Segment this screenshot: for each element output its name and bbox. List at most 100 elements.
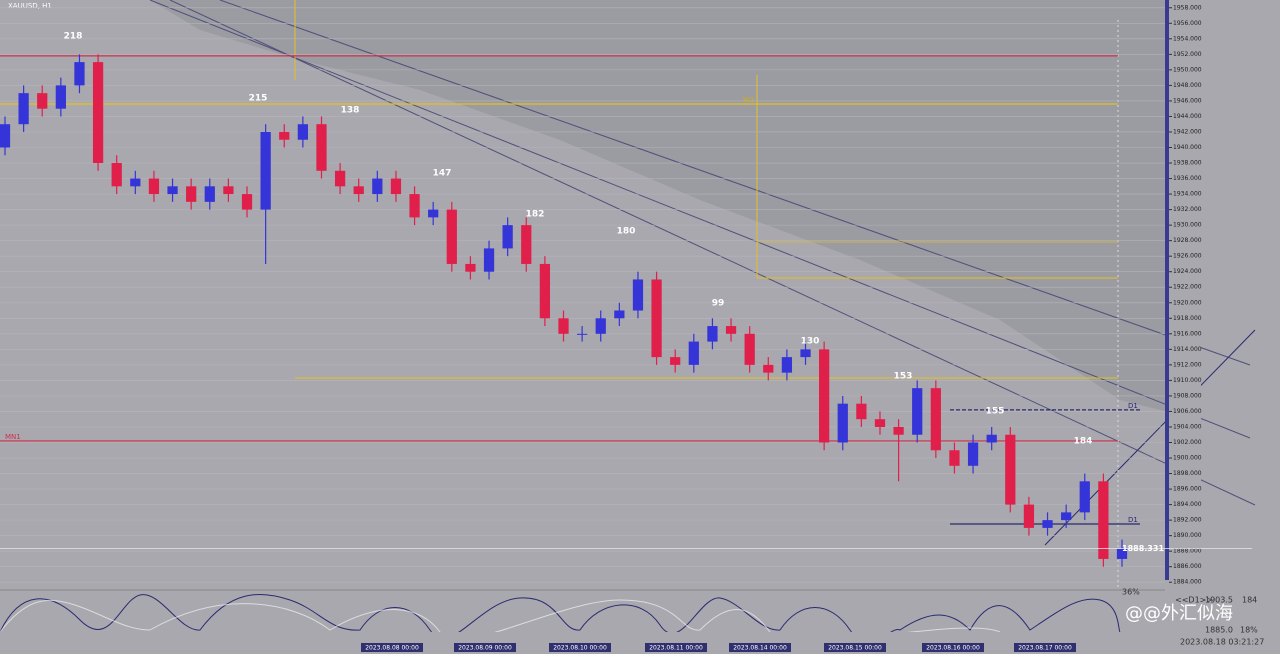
candle-body: [260, 131, 271, 210]
time-label: 2023.08.09 00:00: [458, 645, 512, 652]
y-tick-label: 1886.000: [1173, 563, 1202, 570]
candle-body: [912, 388, 923, 435]
info-period: <<D1>>: [1175, 596, 1213, 605]
candle-body: [428, 209, 439, 218]
candle-body: [1005, 434, 1016, 505]
candle-body: [521, 225, 532, 264]
y-tick-label: 1912.000: [1173, 361, 1202, 368]
y-tick-label: 1920.000: [1173, 299, 1202, 306]
candle-body: [409, 194, 420, 218]
symbol-title: XAUUSD, H1: [8, 2, 52, 10]
candle-body: [819, 349, 830, 443]
candle-body: [614, 310, 625, 319]
watermark: @@外汇似海: [1125, 603, 1233, 624]
candle-body: [576, 333, 588, 335]
candle-body: [186, 186, 197, 202]
candle-body: [688, 341, 699, 365]
annotation: 184: [1074, 437, 1093, 447]
y-tick-label: 1908.000: [1173, 392, 1202, 399]
candle-body: [18, 93, 29, 125]
candle-body: [1098, 481, 1109, 559]
y-tick-label: 1914.000: [1173, 346, 1202, 353]
y-tick-label: 1944.000: [1173, 113, 1202, 120]
time-label-box: [729, 643, 791, 652]
y-tick-label: 1952.000: [1173, 51, 1202, 58]
y-tick-label: 1904.000: [1173, 423, 1202, 430]
oscillator-line: [0, 594, 1121, 643]
candle-body: [558, 318, 569, 334]
time-label: 2023.08.15 00:00: [828, 645, 882, 652]
candle-body: [204, 186, 215, 202]
info-panel: <<D1>> 1903.5 184 1885.0 18% 36% 2023.08…: [1122, 588, 1264, 647]
time-label-box: [645, 643, 707, 652]
price-axis: [1169, 0, 1201, 590]
y-tick-label: 1888.000: [1173, 548, 1202, 555]
y-tick-label: 1894.000: [1173, 501, 1202, 508]
current-price: 1888.331: [1122, 544, 1164, 553]
candle-body: [483, 248, 495, 272]
y-tick-label: 1958.000: [1173, 4, 1202, 11]
y-tick-label: 1924.000: [1173, 268, 1202, 275]
time-label: 2023.08.14 00:00: [733, 645, 787, 652]
candle-body: [651, 279, 662, 358]
y-tick-label: 1942.000: [1173, 128, 1202, 135]
info-low: 1885.0: [1205, 626, 1233, 635]
level-label: D1: [1128, 402, 1138, 410]
time-label-box: [549, 643, 611, 652]
candle-body: [837, 403, 848, 443]
y-tick-label: 1948.000: [1173, 82, 1202, 89]
y-tick-label: 1926.000: [1173, 253, 1202, 260]
candle-body: [0, 124, 11, 148]
candle-body: [372, 178, 383, 195]
y-tick-label: 1890.000: [1173, 532, 1202, 539]
y-tick-label: 1938.000: [1173, 160, 1202, 167]
candle-body: [949, 450, 960, 466]
time-label-box: [824, 643, 886, 652]
candle-body: [967, 442, 979, 466]
candle-body: [856, 403, 867, 420]
info-pct: 18%: [1240, 626, 1258, 635]
y-tick-label: 1946.000: [1173, 97, 1202, 104]
y-tick-label: 1954.000: [1173, 35, 1202, 42]
info-count: 184: [1242, 596, 1257, 605]
candle-body: [353, 186, 364, 195]
annotation: 153: [894, 372, 913, 382]
annotation: 215: [249, 94, 268, 104]
candle-body: [1042, 520, 1053, 528]
candle-body: [74, 62, 85, 86]
candle-body: [111, 163, 122, 187]
time-label-box: [454, 643, 516, 652]
annotation: 180: [617, 227, 636, 237]
candle-body: [763, 364, 774, 373]
y-tick-label: 1950.000: [1173, 66, 1202, 73]
time-label-box: [1014, 643, 1076, 652]
y-tick-label: 1918.000: [1173, 315, 1202, 322]
candle-body: [92, 62, 104, 164]
trend-line: [219, 0, 1251, 366]
candle-body: [37, 93, 48, 109]
y-tick-label: 1956.000: [1173, 20, 1202, 27]
candle-body: [986, 434, 997, 443]
candle-body: [223, 186, 234, 195]
y-tick-label: 1884.000: [1173, 579, 1202, 586]
candle-body: [390, 178, 402, 195]
candle-body: [725, 326, 737, 334]
candle-body: [874, 419, 886, 427]
annotation: 99: [712, 299, 725, 309]
level-label: W1: [743, 96, 754, 104]
candle-body: [539, 263, 551, 319]
time-label-box: [361, 643, 423, 652]
y-tick-label: 1930.000: [1173, 222, 1202, 229]
y-tick-label: 1906.000: [1173, 408, 1202, 415]
candle-body: [595, 318, 606, 334]
candle-body: [465, 263, 476, 272]
cloud: [150, 0, 1200, 520]
candle-body: [632, 279, 644, 311]
y-tick-label: 1940.000: [1173, 144, 1202, 151]
candle-body: [800, 349, 811, 358]
candle-body: [55, 85, 66, 109]
candle-body: [1023, 504, 1035, 528]
candle-body: [334, 170, 346, 187]
y-tick-label: 1936.000: [1173, 175, 1202, 182]
candle-body: [670, 357, 681, 365]
